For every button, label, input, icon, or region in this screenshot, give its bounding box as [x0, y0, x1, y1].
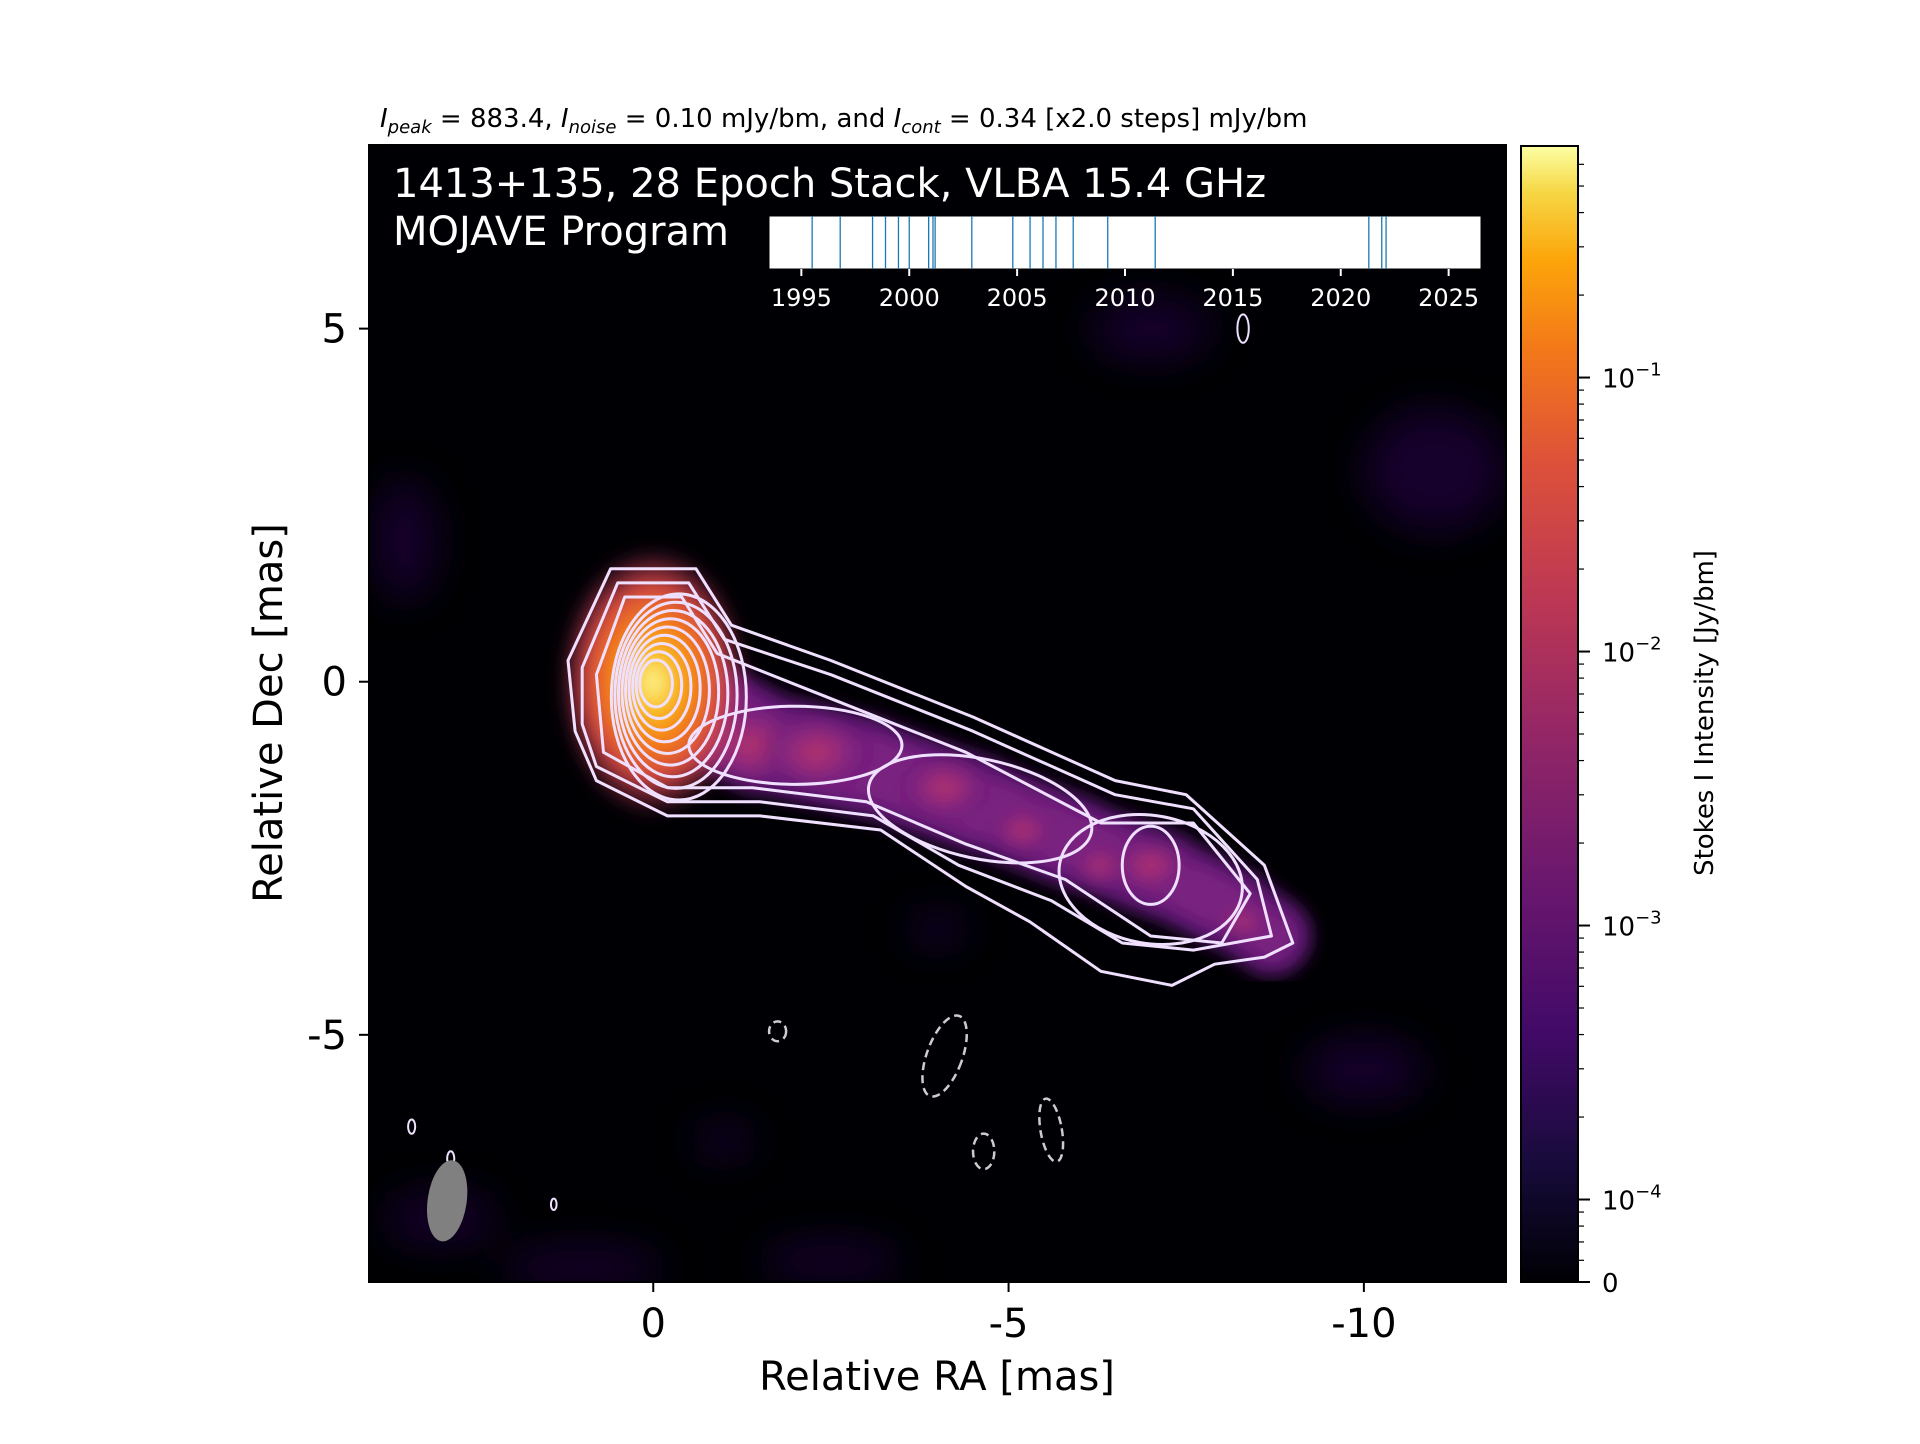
noise-symbol: I: [561, 104, 569, 134]
contour-line: [609, 592, 748, 802]
peak-subscript: peak: [387, 117, 434, 138]
contour-line: [631, 641, 693, 732]
x-tick-label: -5: [989, 1301, 1029, 1347]
colorbar-tick-exponent: −4: [1635, 1182, 1662, 1203]
epoch-timeline: 1995 2000 2005 2010 2015 2020 2025: [768, 215, 1482, 312]
image-background: [369, 145, 1506, 1282]
noise-blob: [374, 480, 435, 601]
timeline-tick-label: 1995: [771, 284, 832, 312]
y-tick-label: -5: [307, 1013, 347, 1059]
stats-header: Ipeak = 883.4, Inoise = 0.10 mJy/bm, and…: [380, 104, 1307, 138]
colorbar-tick-label: 10−2: [1602, 634, 1662, 669]
noise-subscript: noise: [569, 117, 617, 138]
contour-line: [1057, 812, 1244, 946]
image-panel: [369, 145, 1506, 1282]
colorbar-tick-base: 10: [1602, 913, 1635, 943]
noise-blob: [502, 1247, 663, 1282]
contour-line: [624, 625, 711, 755]
timeline-tick-label: 2000: [879, 284, 940, 312]
noise-blob: [907, 913, 968, 944]
colorbar-tick-label: 10−3: [1602, 908, 1662, 943]
plot-frame: [368, 144, 1507, 1283]
contour-speck: [549, 1197, 558, 1212]
colorbar-tick-label: 10−4: [1602, 1182, 1662, 1217]
noise-blob: [1303, 1040, 1424, 1101]
colorbar-tick-label: 10−1: [1602, 360, 1662, 395]
epoch-lines: [811, 216, 1387, 269]
contour-speck: [1236, 313, 1250, 344]
colorbar-ticks: 10−110−210−310−40: [1578, 163, 1662, 1299]
x-tick-label: 0: [641, 1301, 666, 1347]
x-axis-label: Relative RA [mas]: [759, 1354, 1115, 1400]
contour-line: [616, 608, 730, 779]
x-axis: 0 -5 -10: [641, 145, 1397, 1347]
negative-contour: [921, 1014, 969, 1098]
contour-line: [566, 567, 1295, 987]
contour-line: [866, 753, 1094, 865]
colorbar-tick-exponent: −2: [1635, 634, 1662, 655]
contour-line: [580, 581, 1273, 952]
beam-ellipse: [426, 1160, 468, 1242]
colorbar-tick-exponent: −1: [1635, 360, 1662, 381]
colorbar: [1520, 145, 1579, 1283]
negative-contour: [1038, 1097, 1065, 1163]
negative-contour: [767, 1020, 788, 1043]
timeline-tick-label: 2020: [1310, 284, 1371, 312]
contour-line: [1120, 824, 1181, 906]
timeline-tick-label: 2010: [1094, 284, 1155, 312]
contour-speck: [407, 1118, 417, 1135]
colorbar-tick-base: 10: [1602, 365, 1635, 395]
y-tick-label: 0: [322, 660, 347, 706]
timeline-tick-label: 2015: [1202, 284, 1263, 312]
jet-knot: [987, 804, 1059, 856]
cont-symbol: I: [894, 104, 902, 134]
negative-contour: [971, 1132, 996, 1171]
timeline-ticks: 1995 2000 2005 2010 2015 2020 2025: [771, 269, 1479, 312]
y-axis: 5 0 -5: [307, 307, 1506, 1059]
colorbar-tick-base: 10: [1602, 639, 1635, 669]
contour-line: [594, 595, 1252, 945]
contour-line: [620, 617, 721, 767]
colorbar-label: Stokes I Intensity [Jy/bm]: [1690, 550, 1720, 876]
noise-blob: [1090, 298, 1211, 359]
contour-line: [638, 658, 674, 709]
noise-blob: [1364, 409, 1505, 530]
jet-knot: [758, 710, 876, 795]
noise-layer: [374, 298, 1505, 1282]
noise-blob: [760, 1242, 901, 1279]
y-axis-label: Relative Dec [mas]: [246, 523, 292, 903]
colorbar-zero-label: 0: [1602, 1269, 1619, 1299]
contour-line: [634, 650, 684, 721]
y-tick-label: 5: [322, 307, 347, 353]
peak-symbol: I: [380, 104, 388, 134]
jet-emission: [558, 546, 1312, 977]
cont-value: = 0.34 [x2.0 steps] mJy/bm: [941, 104, 1308, 134]
contour-line: [613, 600, 739, 790]
noise-blob: [694, 1125, 755, 1156]
colorbar-tick-base: 10: [1602, 1187, 1635, 1217]
contour-line: [627, 633, 702, 744]
peak-value: = 883.4,: [432, 104, 561, 134]
plot-subtitle: MOJAVE Program: [393, 209, 729, 255]
noise-value: = 0.10 mJy/bm, and: [616, 104, 893, 134]
core-emission: [558, 546, 749, 817]
colorbar-tick-exponent: −3: [1635, 908, 1662, 929]
jet-knot: [1108, 835, 1193, 896]
plot-title: 1413+135, 28 Epoch Stack, VLBA 15.4 GHz: [393, 161, 1266, 207]
contours: [407, 313, 1295, 1212]
jet-knot: [896, 753, 993, 822]
x-tick-label: -10: [1331, 1301, 1396, 1347]
timeline-tick-label: 2025: [1418, 284, 1479, 312]
timeline-box: [768, 215, 1482, 270]
timeline-tick-label: 2005: [987, 284, 1048, 312]
cont-subscript: cont: [901, 117, 941, 138]
